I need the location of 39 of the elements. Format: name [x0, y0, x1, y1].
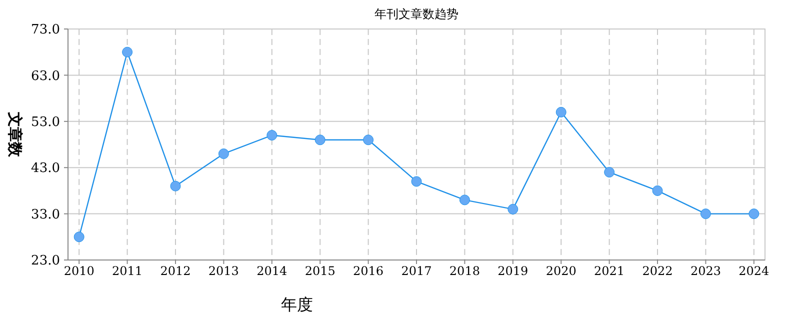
- y-tick-label: 23.0: [31, 254, 60, 269]
- point: [556, 106, 566, 118]
- point: [604, 166, 615, 178]
- x-tick-label: 2016: [353, 264, 384, 278]
- point: [314, 134, 326, 146]
- point: [411, 176, 422, 187]
- y-tick-label: 63.0: [31, 68, 60, 84]
- x-tick-label: 2011: [112, 264, 143, 278]
- point: [508, 204, 518, 214]
- point: [218, 148, 229, 159]
- x-tick-label: 2021: [594, 264, 625, 278]
- y-tick-label: 33.0: [31, 207, 60, 222]
- x-tick-label: 2013: [208, 264, 239, 278]
- point: [122, 46, 133, 58]
- x-tick-label: 2010: [64, 264, 94, 278]
- x-tick-label: 2015: [304, 264, 336, 278]
- x-axis-title: 年度: [281, 295, 313, 314]
- y-tick-label: 43.0: [31, 161, 60, 176]
- x-tick-label: 2022: [642, 264, 673, 278]
- point: [459, 194, 470, 206]
- chart-title: 年刊文章数趋势: [374, 7, 458, 21]
- x-tick-label: 2018: [449, 264, 480, 278]
- x-tick-label: 2020: [546, 264, 576, 278]
- point: [170, 180, 181, 192]
- point: [652, 185, 663, 196]
- x-tick-label: 2014: [256, 264, 288, 278]
- point: [74, 232, 84, 242]
- x-tick-label: 2019: [498, 264, 528, 278]
- x-tick-label: 2024: [738, 264, 770, 278]
- y-axis-title: 文章数: [6, 111, 24, 158]
- point: [748, 208, 760, 220]
- x-tick-label: 2017: [401, 264, 432, 278]
- point: [363, 134, 374, 146]
- y-tick-label: 53.0: [31, 114, 60, 130]
- x-tick-label: 2012: [160, 264, 191, 278]
- point: [700, 208, 711, 220]
- y-tick-label: 73.0: [31, 22, 60, 38]
- x-tick-label: 2023: [690, 264, 721, 278]
- point: [266, 130, 278, 141]
